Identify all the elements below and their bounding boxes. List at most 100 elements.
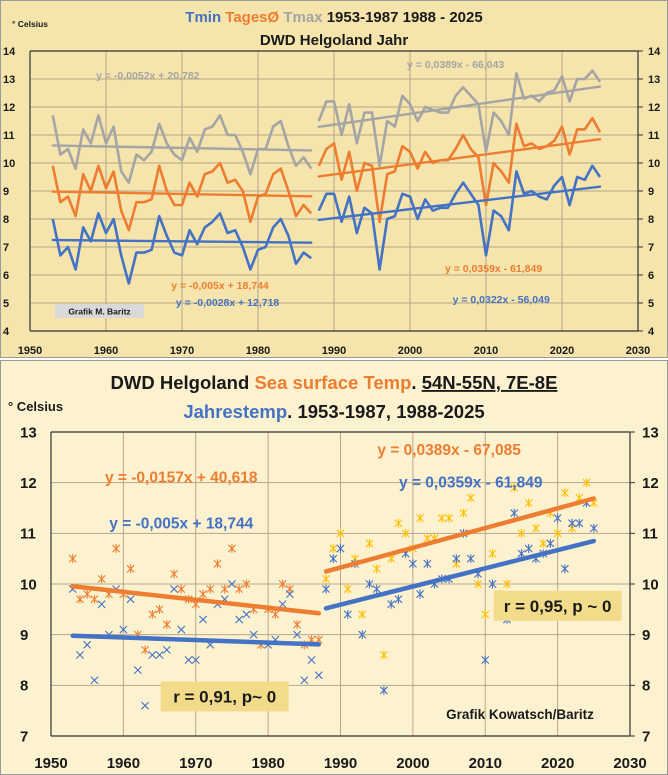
data-point: [423, 559, 432, 569]
data-point: [242, 579, 251, 589]
data-point: [568, 518, 577, 528]
y-tick-label-left: 8: [20, 678, 28, 695]
data-point: [582, 478, 591, 488]
data-point: [488, 549, 497, 558]
data-point: [474, 579, 483, 589]
data-point: [358, 610, 367, 619]
data-point: [191, 656, 200, 664]
data-point: [141, 701, 150, 710]
y-tick-label-right: 13: [648, 74, 660, 86]
data-point: [329, 544, 338, 553]
marker-stroke: [285, 590, 294, 599]
marker-stroke: [133, 666, 142, 675]
y-tick-label-right: 5: [648, 298, 654, 310]
data-point: [358, 630, 367, 640]
data-point: [162, 620, 171, 629]
series-line: [317, 164, 602, 271]
y-tick-label-right: 6: [648, 270, 654, 282]
marker-stroke: [184, 656, 193, 664]
trendline: [317, 185, 602, 222]
y-tick-label-right: 8: [648, 214, 654, 226]
correlation-text: r = 0,91, p~ 0: [173, 687, 276, 706]
data-point: [235, 584, 244, 594]
data-point: [336, 544, 345, 553]
trendline-equation: y = 0,0389x - 67,085: [377, 442, 521, 459]
data-point: [271, 610, 280, 619]
marker-stroke: [177, 625, 186, 634]
chart-title-part: 1953-1987 1988 - 2025: [327, 9, 483, 26]
data-point: [198, 615, 207, 624]
data-point: [293, 630, 302, 639]
data-point: [502, 579, 511, 589]
data-point: [488, 579, 497, 589]
y-tick-label-right: 4: [648, 326, 655, 338]
trendline: [317, 138, 602, 178]
data-point: [365, 579, 374, 589]
marker-stroke: [83, 640, 92, 649]
data-point: [343, 610, 352, 619]
data-point: [119, 625, 128, 634]
y-tick-label-left: 11: [3, 130, 15, 142]
y-tick-label-left: 9: [3, 186, 9, 198]
data-point: [148, 650, 157, 659]
credit-label: Grafik M. Baritz: [68, 307, 130, 317]
marker-stroke: [126, 595, 135, 604]
y-tick-label-left: 14: [3, 46, 16, 58]
data-point: [198, 589, 207, 599]
data-point: [184, 656, 193, 664]
chart-title-part: DWD Helgoland: [111, 372, 255, 393]
data-point: [278, 579, 287, 589]
y-tick-label-right: 11: [648, 130, 660, 142]
data-point: [177, 584, 186, 594]
data-point: [437, 513, 446, 523]
x-tick-label: 1960: [94, 345, 118, 357]
data-point: [416, 513, 425, 523]
data-point: [314, 671, 323, 680]
y-tick-label-left: 7: [20, 728, 28, 745]
data-point: [126, 595, 135, 604]
data-point: [466, 493, 475, 503]
data-point: [589, 523, 598, 533]
data-point: [83, 640, 92, 649]
data-point: [133, 666, 142, 675]
data-point: [517, 549, 526, 558]
data-point: [560, 488, 569, 498]
marker-stroke: [242, 610, 251, 619]
data-point: [97, 574, 106, 584]
y-tick-label-right: 12: [648, 102, 660, 114]
marker-stroke: [293, 630, 302, 639]
data-point: [466, 554, 475, 564]
data-point: [524, 544, 533, 553]
chart-subtitle-part: Jahrestemp: [183, 401, 287, 422]
marker-stroke: [97, 600, 106, 609]
data-point: [372, 564, 381, 574]
data-point: [220, 584, 229, 594]
data-point: [170, 569, 179, 579]
x-tick-label: 2030: [613, 755, 646, 772]
x-tick-label: 1960: [107, 755, 140, 772]
credit-box: [55, 304, 144, 318]
x-tick-label: 1950: [18, 345, 42, 357]
data-point: [336, 528, 345, 538]
top-chart: 1950 1960 1970 1980 1990 2000 2010 2020 2030 4 4 5 5…: [3, 9, 661, 357]
x-tick-label: 1990: [324, 755, 357, 772]
trendline-equation: y = 0,0359x - 61,849: [399, 475, 543, 492]
y-tick-label-right: 7: [648, 242, 654, 254]
bottom-chart: 1950 1960 1970 1980 1990 2000 2010 2020 2030 7 7 8 8…: [8, 372, 659, 772]
marker-stroke: [278, 600, 287, 609]
data-point: [365, 539, 374, 548]
series-line: [317, 116, 602, 224]
chart-title-part: Sea surface Temp: [254, 372, 411, 393]
marker-stroke: [155, 650, 164, 659]
y-tick-label-left: 4: [3, 326, 10, 338]
x-tick-label: 2010: [474, 345, 498, 357]
marker-stroke: [307, 656, 316, 664]
correlation-badge: [493, 590, 622, 621]
data-point: [83, 589, 92, 599]
y-tick-label-right: 14: [648, 46, 661, 58]
chart-title-part: Tmin: [185, 9, 225, 26]
trendline: [317, 85, 602, 129]
trendline: [51, 190, 313, 198]
data-point: [553, 513, 562, 523]
